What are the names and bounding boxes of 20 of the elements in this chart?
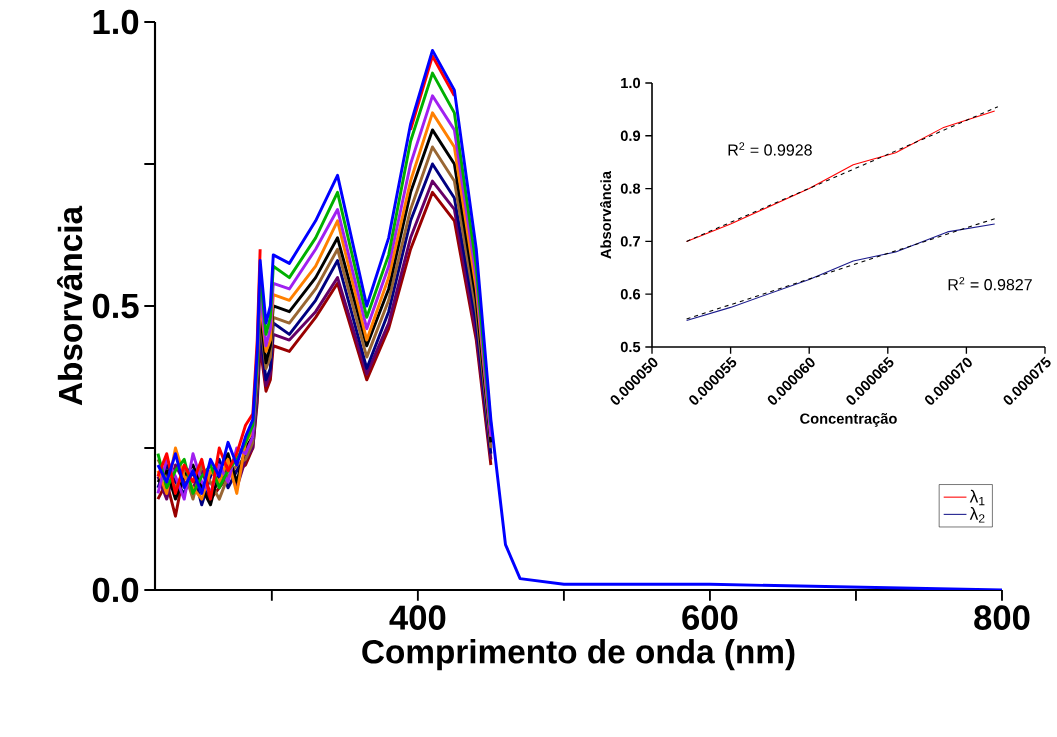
x-axis-title: Comprimento de onda (nm) xyxy=(362,639,795,671)
y-tick-label: 0.5 xyxy=(620,341,641,353)
y-tick-label: 0.6 xyxy=(620,289,641,300)
y-tick-label: 1.0 xyxy=(93,9,139,35)
y-tick-label: 0.8 xyxy=(620,183,641,194)
y-axis-title: Absorvância xyxy=(57,205,83,406)
y-axis-title: Absorvância xyxy=(600,170,612,259)
y-tick-label: 0.0 xyxy=(92,577,139,603)
legend-label: λ$_{1}$ xyxy=(969,489,985,506)
x-tick-label: 400 xyxy=(389,605,446,630)
y-tick-label: 0.5 xyxy=(92,293,139,319)
x-tick-label: 600 xyxy=(682,605,738,630)
x-tick-label: 800 xyxy=(974,605,1030,630)
y-tick-label: 0.9 xyxy=(620,130,641,141)
annotation: R$^{2}$ = 0.9827 xyxy=(948,276,1032,291)
y-tick-label: 0.7 xyxy=(620,236,640,247)
y-tick-label: 1.0 xyxy=(621,77,641,89)
x-axis-title: Concentração xyxy=(800,413,897,427)
annotation: R$^{2}$ = 0.9928 xyxy=(728,142,812,156)
legend-label: λ$_{2}$ xyxy=(969,507,985,523)
